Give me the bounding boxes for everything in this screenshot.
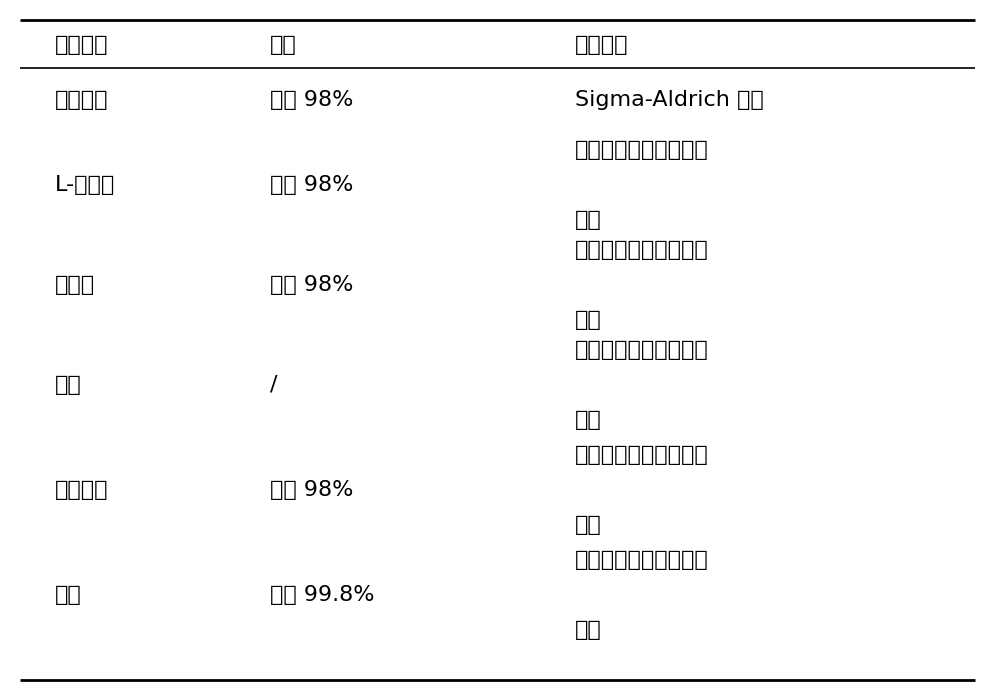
- Text: 上海同辉特种气体有限: 上海同辉特种气体有限: [575, 340, 709, 360]
- Text: 国药集团化学试剂有限: 国药集团化学试剂有限: [575, 445, 709, 465]
- Text: 液氮: 液氮: [55, 375, 82, 395]
- Text: 公司: 公司: [575, 210, 602, 230]
- Text: /: /: [270, 375, 278, 395]
- Text: 实验材料: 实验材料: [55, 35, 108, 55]
- Text: Sigma-Aldrich 试剂: Sigma-Aldrich 试剂: [575, 90, 764, 110]
- Text: 乙醇: 乙醇: [55, 585, 82, 605]
- Text: 国药集团化学试剂有限: 国药集团化学试剂有限: [575, 550, 709, 570]
- Text: 纯度 98%: 纯度 98%: [270, 175, 353, 195]
- Text: 生产厂家: 生产厂家: [575, 35, 629, 55]
- Text: 纯度 98%: 纯度 98%: [270, 90, 353, 110]
- Text: 公司: 公司: [575, 310, 602, 330]
- Text: 公司: 公司: [575, 410, 602, 430]
- Text: 正辛醇: 正辛醇: [55, 275, 95, 295]
- Text: 辛酸亚锡: 辛酸亚锡: [55, 90, 108, 110]
- Text: 纯度 99.8%: 纯度 99.8%: [270, 585, 374, 605]
- Text: 规格: 规格: [270, 35, 297, 55]
- Text: 纯度 98%: 纯度 98%: [270, 480, 353, 500]
- Text: 公司: 公司: [575, 620, 602, 640]
- Text: 国药集团化学试剂有限: 国药集团化学试剂有限: [575, 140, 709, 160]
- Text: 公司: 公司: [575, 515, 602, 535]
- Text: 纯度 98%: 纯度 98%: [270, 275, 353, 295]
- Text: L-丙交酯: L-丙交酯: [55, 175, 115, 195]
- Text: 二氯甲烷: 二氯甲烷: [55, 480, 108, 500]
- Text: 国药集团化学试剂有限: 国药集团化学试剂有限: [575, 240, 709, 260]
